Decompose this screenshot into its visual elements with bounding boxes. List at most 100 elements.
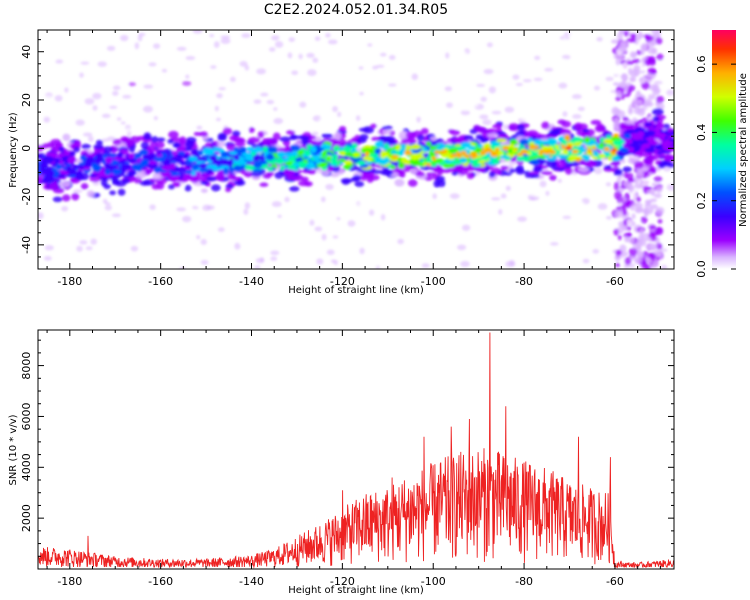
spectrogram-ridge-peak <box>592 146 597 150</box>
spectrogram-background-speck <box>347 220 356 227</box>
spectrogram-ridge-halo <box>652 116 660 123</box>
spectrogram-ridge-halo <box>463 135 474 141</box>
spectrogram-ridge-halo <box>179 136 187 145</box>
spectrogram-x-ticks: -180 -160 -140 -120 -100 -80 -60 <box>46 30 661 288</box>
spectrogram-ridge-core <box>127 170 135 177</box>
spectrogram-ridge-halo <box>339 125 347 132</box>
spectrogram-background-speck <box>264 111 272 116</box>
spectrogram-background-speck <box>64 87 69 93</box>
spectrogram-broadband-cell <box>626 226 632 231</box>
spectrogram-background-speck <box>661 241 671 245</box>
spectrogram-background-speck <box>220 35 231 39</box>
spectrogram-ridge-halo <box>657 162 666 169</box>
spectrogram-broadband-cell <box>631 213 636 220</box>
spectrogram-background-speck <box>244 64 250 71</box>
spectrogram-background-speck <box>354 34 364 39</box>
spectrogram-x-tick-label: -160 <box>148 275 173 288</box>
spectrogram-background-speck <box>616 65 621 71</box>
spectrogram-background-speck <box>445 196 452 202</box>
spectrogram-ridge-halo <box>625 120 634 125</box>
spectrogram-ridge-core <box>330 159 339 165</box>
spectrogram-background-speck <box>350 187 355 195</box>
spectrogram-background-speck <box>316 187 327 194</box>
spectrogram-ridge-halo <box>540 170 553 176</box>
spectrogram-ridge-halo <box>549 174 557 181</box>
spectrogram-broadband-cell <box>617 225 624 234</box>
spectrogram-ridge-core <box>127 153 135 160</box>
spectrogram-ridge-core <box>38 163 49 169</box>
spectrogram-ridge-peak <box>548 146 554 150</box>
spectrogram-background-speck <box>223 226 229 232</box>
spectrogram-ridge-halo <box>136 171 147 179</box>
spectrogram-background-speck <box>79 72 84 78</box>
spectrogram-broadband-cell <box>645 30 651 33</box>
spectrogram-broadband-cell <box>621 251 629 257</box>
spectrogram-broadband-cell <box>648 94 656 100</box>
spectrogram-background-speck <box>73 189 83 194</box>
spectrogram-ridge-core <box>631 133 642 141</box>
spectrogram-ridge-core <box>426 158 433 164</box>
spectrogram-ridge-halo <box>216 172 225 179</box>
spectrogram-ridge-halo <box>149 141 159 147</box>
spectrogram-ridge-halo <box>619 122 626 130</box>
spectrogram-ridge-core <box>400 143 407 149</box>
spectrogram-ridge-core <box>343 145 352 153</box>
spectrogram-ridge-core <box>209 154 218 162</box>
spectrogram-broadband-cell <box>631 190 637 198</box>
colorbar-gradient <box>712 30 736 269</box>
spectrogram-background-speck <box>106 45 116 51</box>
spectrogram-ridge-halo <box>405 131 416 139</box>
spectrogram-ridge-halo <box>174 183 181 188</box>
spectrogram-ridge-halo <box>151 136 158 143</box>
spectrogram-ridge-core <box>105 169 111 176</box>
spectrogram-background-speck <box>185 74 190 79</box>
spectrogram-background-speck <box>316 258 324 265</box>
spectrogram-ridge-halo <box>416 134 425 142</box>
spectrogram-ridge-core <box>77 164 85 170</box>
spectrogram-background-speck <box>275 207 280 213</box>
spectrogram-ridge-halo <box>285 130 296 135</box>
spectrogram-broadband-cell <box>634 258 643 264</box>
spectrogram-ridge-peak <box>463 153 470 158</box>
spectrogram-broadband-cell <box>637 99 643 106</box>
colorbar-label: Normalized spectral amplitude <box>738 73 749 227</box>
spectrogram-broadband-cell <box>649 224 657 230</box>
spectrogram-ridge-core <box>398 148 407 154</box>
spectrogram-broadband-cell <box>646 189 654 194</box>
spectrogram-background-speck <box>237 100 245 108</box>
spectrogram-background-speck <box>506 84 513 90</box>
spectrogram-ridge-core <box>84 159 92 167</box>
spectrogram-background-speck <box>593 85 601 91</box>
spectrogram-background-speck <box>491 197 501 201</box>
spectrogram-ridge-core <box>374 148 382 155</box>
spectrogram-background-speck <box>572 114 582 119</box>
spectrogram-broadband-cell <box>655 95 665 104</box>
spectrogram-ridge-core <box>496 138 507 143</box>
colorbar-tick-label: 0.2 <box>695 192 708 210</box>
spectrogram-background-speck <box>481 200 491 205</box>
spectrogram-ridge-core <box>499 155 511 159</box>
spectrogram-ridge-halo <box>81 143 91 150</box>
spectrogram-background-speck <box>358 66 364 70</box>
spectrogram-background-speck <box>84 44 90 52</box>
spectrogram-ridge-core <box>72 164 79 169</box>
spectrogram-background-speck <box>270 35 281 41</box>
spectrogram-background-speck <box>582 192 588 199</box>
spectrogram-ridge-halo <box>541 121 550 130</box>
spectrogram-background-speck <box>274 41 284 48</box>
spectrogram-broadband-cell <box>627 108 633 115</box>
chart-title: C2E2.2024.052.01.34.R05 <box>264 2 448 18</box>
spectrogram-background-speck <box>82 132 93 137</box>
spectrogram-y-ticks: -40 -20 0 20 40 <box>20 39 674 258</box>
spectrogram-ridge-halo <box>156 137 166 142</box>
spectrogram-ridge-core <box>574 140 582 147</box>
spectrogram-ridge-halo <box>266 171 274 177</box>
spectrogram-background-speck <box>260 92 269 97</box>
spectrogram-ridge-core <box>56 174 66 179</box>
spectrogram-background-speck <box>528 232 537 240</box>
spectrogram-ridge-halo <box>200 180 210 185</box>
spectrogram-background-speck <box>85 246 93 251</box>
spectrogram-ridge-peak <box>325 156 332 162</box>
spectrogram-ridge-core <box>38 175 43 182</box>
spectrogram-ridge-halo <box>359 133 369 141</box>
